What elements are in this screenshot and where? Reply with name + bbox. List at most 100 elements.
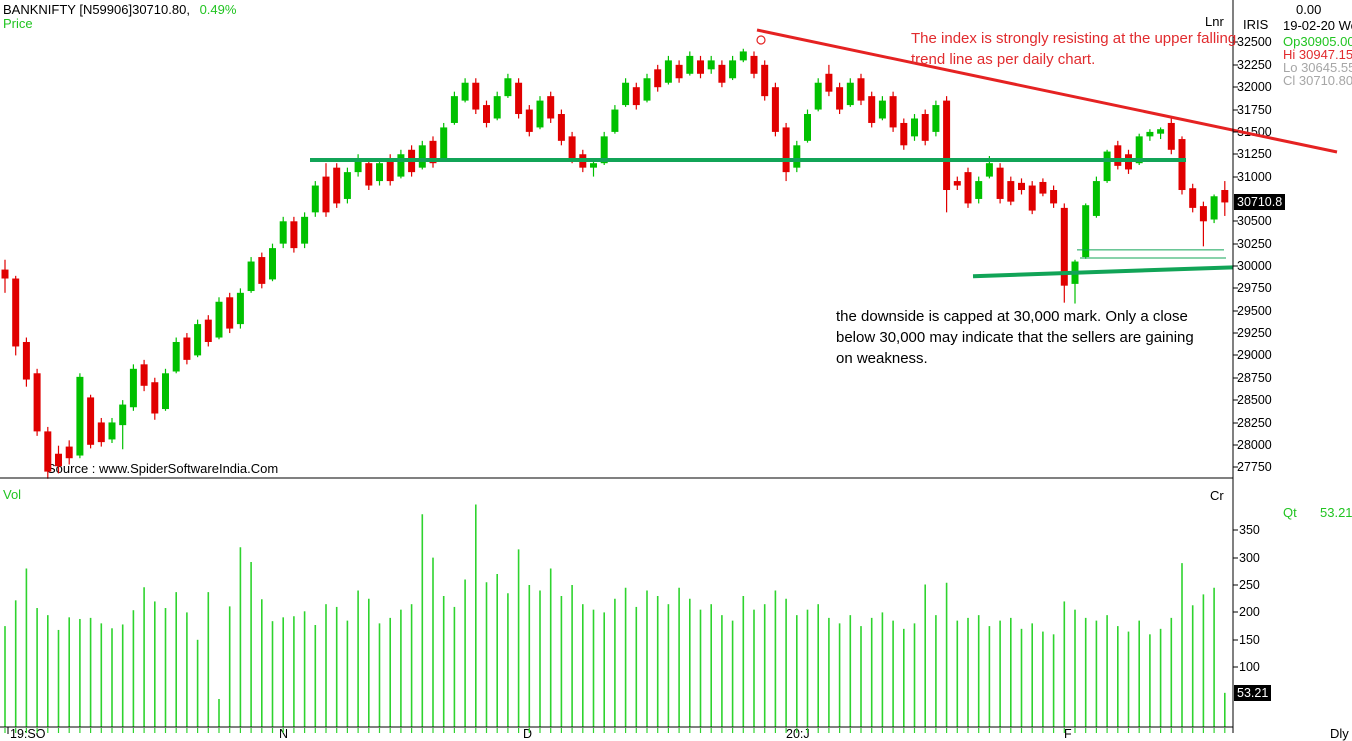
- candle-body-bear: [151, 382, 159, 414]
- candle-body-bear: [632, 87, 640, 106]
- support-annotation-line2: below 30,000 may indicate that the selle…: [836, 329, 1194, 346]
- candle-body-bull: [376, 163, 383, 182]
- candle-body-bull: [450, 96, 458, 123]
- candle-body-bear: [836, 87, 844, 110]
- candle-body-bear: [515, 82, 523, 115]
- app-name: IRIS: [1243, 17, 1269, 32]
- candle-body-bull: [611, 109, 619, 132]
- candle-body-bear: [943, 100, 951, 191]
- candle-body-bull: [793, 145, 801, 168]
- price-tick-label: 28750: [1237, 371, 1272, 385]
- candle-body-bull: [236, 292, 244, 325]
- candle-body-bear: [258, 257, 266, 284]
- trendline-anchor: [756, 35, 766, 45]
- candle-body-bear: [1, 269, 9, 279]
- candle-body-bear: [900, 122, 908, 146]
- candle-body-bull: [215, 301, 223, 338]
- candle-body-bear: [87, 397, 95, 445]
- candle-body-bull: [76, 376, 84, 456]
- candle-body-bull: [247, 261, 255, 292]
- candle-body-bear: [226, 297, 234, 329]
- volume-qt-label: Qt: [1283, 505, 1297, 520]
- candle-body-bull: [590, 163, 597, 168]
- candle-body-bear: [953, 181, 961, 186]
- candle-body-bull: [729, 60, 737, 79]
- volume-panel-label: Vol: [3, 487, 22, 502]
- candle-body-bear: [140, 364, 148, 386]
- candle-body-bull: [536, 100, 544, 128]
- candle-body-bull: [162, 373, 169, 410]
- candle-body-bull: [343, 172, 351, 199]
- candle-body-bear: [654, 69, 662, 88]
- candle-body-bull: [279, 221, 287, 244]
- candle-body-bear: [33, 373, 41, 432]
- candle-body-bull: [707, 60, 715, 70]
- candle-body-bear: [290, 221, 298, 249]
- candle-body-bull: [1146, 131, 1154, 137]
- resistance-annotation-line2: trend line as per daily chart.: [911, 51, 1096, 68]
- resistance-annotation-line1: The index is strongly resisting at the u…: [911, 30, 1237, 47]
- candle-body-bull: [664, 60, 672, 83]
- candle-body-bear: [97, 422, 105, 443]
- candle-body-bear: [1028, 185, 1036, 211]
- price-tick-label: 32250: [1237, 58, 1272, 72]
- volume-tick-label: 100: [1239, 660, 1260, 674]
- price-tick-label: 29750: [1237, 281, 1272, 295]
- candle-body-bull: [739, 51, 747, 61]
- candle-body-bear: [964, 172, 972, 204]
- resistance-annotation: The index is strongly resisting at the u…: [911, 28, 1236, 70]
- candle-body-bull: [397, 154, 405, 177]
- candle-body-bear: [547, 96, 555, 119]
- time-tick-label: F: [1064, 727, 1072, 741]
- time-tick-label: N: [279, 727, 289, 741]
- candle-body-bull: [301, 216, 309, 244]
- price-tick-label: 32500: [1237, 35, 1272, 49]
- price-tick-label: 28000: [1237, 438, 1272, 452]
- candle-body-bull: [1092, 181, 1100, 216]
- candle-body-bull: [1071, 261, 1079, 284]
- candle-body-bull: [311, 185, 319, 213]
- candle-body-bull: [1135, 136, 1143, 164]
- candle-body-bear: [996, 167, 1004, 199]
- candle-body-bear: [868, 96, 876, 123]
- candle-body-bear: [65, 446, 73, 459]
- candle-body-bear: [1125, 154, 1132, 170]
- price-tick-label: 29500: [1237, 304, 1272, 318]
- candle-body-bull: [1082, 205, 1090, 258]
- candle-body-bear: [1018, 182, 1025, 191]
- trendline-tool-label: Lnr: [1205, 14, 1224, 29]
- candle-body-bull: [622, 82, 630, 106]
- price-tick-label: 31000: [1237, 170, 1272, 184]
- candle-body-bull: [975, 181, 983, 199]
- candle-body-bull: [269, 248, 276, 280]
- candle-body-bear: [525, 109, 533, 132]
- candle-body-bear: [889, 96, 897, 128]
- candle-body-bear: [1007, 181, 1015, 202]
- candle-body-bull: [643, 78, 651, 101]
- candle-body-bear: [1221, 190, 1229, 203]
- candle-body-bear: [322, 176, 330, 213]
- candle-body-bear: [825, 73, 833, 92]
- candle-body-bull: [354, 158, 362, 173]
- candle-body-bear: [365, 163, 373, 186]
- volume-qt-value: 53.21: [1320, 505, 1352, 520]
- candle-body-bear: [782, 127, 790, 173]
- candle-body-bear: [429, 140, 437, 164]
- price-tick-label: 30000: [1237, 259, 1272, 273]
- candle-body-bear: [1039, 181, 1047, 194]
- candle-body-bear: [472, 82, 480, 110]
- change-value: 0.00: [1296, 2, 1322, 17]
- candle-body-bear: [1178, 139, 1186, 191]
- candle-body-bear: [12, 278, 20, 347]
- price-panel-label: Price: [3, 16, 33, 31]
- candle-body-bull: [804, 114, 811, 141]
- last-volume-marker: 53.21: [1234, 685, 1272, 701]
- candle-body-bear: [483, 105, 490, 123]
- price-tick-label: 31750: [1237, 103, 1272, 117]
- change-percent: 0.49%: [199, 2, 237, 17]
- candle-body-bull: [461, 82, 469, 101]
- candle-body-bear: [22, 341, 30, 380]
- price-tick-label: 29250: [1237, 326, 1272, 340]
- candle-body-bear: [921, 114, 929, 141]
